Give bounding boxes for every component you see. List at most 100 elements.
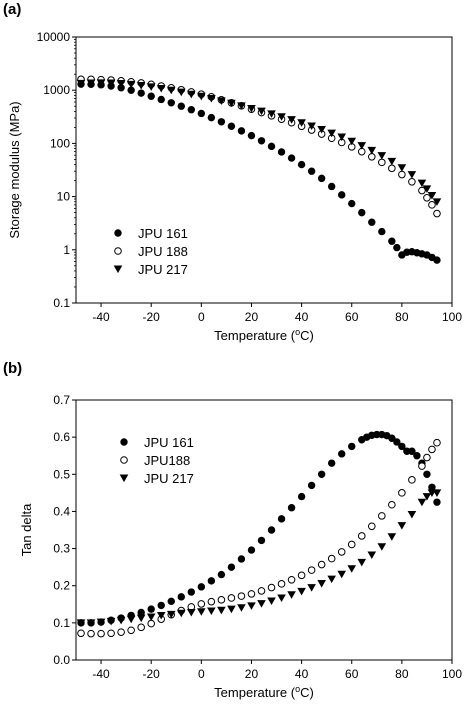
series-jpu188-point (408, 476, 416, 484)
x-tick-label: 60 (345, 310, 359, 324)
series-jpu-217-point (187, 609, 196, 617)
legend-label-series-jpu-161: JPU 161 (144, 435, 194, 450)
series-jpu-161-point (237, 555, 246, 563)
series-jpu-161-point (257, 137, 266, 145)
series-jpu-217-point (267, 597, 276, 606)
panel-a-label: (a) (3, 1, 22, 18)
series-jpu-161-point (433, 498, 441, 506)
series-jpu-217-point (357, 142, 367, 150)
series-jpu-217-point (116, 79, 126, 88)
series-jpu-161-point (247, 131, 256, 140)
x-tick-label: 20 (245, 310, 259, 324)
series-jpu-161-point (287, 154, 296, 162)
series-jpu188-point (367, 522, 376, 531)
x-axis-label: Temperature (oC) (214, 327, 314, 343)
series-jpu-217-point (422, 185, 432, 193)
series-jpu-161-point (277, 148, 286, 156)
series-jpu-217-point (166, 86, 176, 95)
x-tick-label: 40 (295, 310, 309, 324)
series-jpu188-point (77, 629, 85, 638)
series-jpu-161-point (187, 588, 196, 596)
series-jpu-161-point (217, 118, 226, 126)
series-jpu-217-point (187, 90, 196, 99)
series-jpu188-point (398, 489, 406, 497)
series-jpu-217-point (297, 119, 306, 127)
series-jpu188-point (247, 590, 256, 598)
series-jpu-161-point (338, 450, 346, 458)
x-tick-label: 0 (198, 667, 205, 681)
plot-frame (75, 36, 453, 304)
legend-label-series-jpu-217: JPU 217 (144, 471, 194, 486)
series-jpu-217-point (237, 604, 246, 612)
series-jpu-217-point (146, 83, 156, 91)
x-tick-label: 60 (345, 667, 359, 681)
series-jpu-161-point (378, 227, 386, 236)
series-jpu-161-point (227, 563, 236, 571)
series-jpu-161-point (388, 237, 396, 245)
x-tick-label: -20 (143, 310, 161, 324)
y-tick-label: 1 (63, 243, 70, 257)
series-jpu188-point (357, 532, 366, 540)
series-jpu-217-point (377, 543, 387, 551)
series-jpu-217-point (307, 584, 316, 592)
series-jpu-217-point (417, 179, 427, 188)
series-jpu188-point (307, 566, 316, 574)
series-jpu-161-point (137, 608, 145, 617)
series-jpu-217-point (337, 133, 347, 142)
y-tick-label: 0.2 (53, 579, 70, 593)
series-jpu-161-point (177, 102, 185, 110)
series-jpu-217-point (146, 613, 156, 621)
panel-b-label: (b) (3, 360, 23, 377)
x-tick-label: 20 (245, 667, 259, 681)
series-jpu-217-point (297, 587, 306, 596)
series-jpu188-point (347, 540, 356, 549)
series-jpu-217-point (417, 498, 427, 507)
series-jpu-217-point (337, 570, 347, 579)
y-axis-label: Tan delta (19, 503, 34, 557)
series-jpu188-point (287, 575, 296, 584)
series-jpu-161-point (327, 182, 336, 191)
series-jpu-161-point (207, 577, 216, 585)
series-jpu-217-point (317, 580, 326, 588)
series-jpu-217-point (327, 129, 336, 138)
series-jpu-161-point (433, 256, 441, 264)
series-jpu-161-point (247, 546, 256, 554)
series-jpu188-point (388, 500, 396, 509)
x-tick-label: 80 (395, 667, 409, 681)
series-jpu-217-point (287, 116, 296, 124)
series-jpu-161-point (408, 447, 416, 455)
series-jpu-217-point (176, 609, 186, 618)
legend-marker-series-jpu-188 (114, 247, 122, 255)
series-jpu-161-point (257, 536, 266, 545)
series-jpu-217-point (387, 157, 397, 166)
series-jpu-217-point (367, 146, 377, 155)
series-jpu-217-point (327, 575, 336, 584)
series-jpu-217-point (86, 619, 96, 627)
series-jpu-217-point (257, 600, 266, 608)
y-tick-label: 10 (57, 190, 71, 204)
series-jpu188-point (147, 619, 155, 628)
tan-delta-chart: -40 -20 0 20 40 60 80 100 0.0 0.1 0.2 0.3 0.4 0.5 0.6 0… (19, 393, 462, 700)
series-jpu-161-point (317, 470, 326, 478)
series-jpu-188-point (388, 164, 396, 173)
series-jpu-217-point (136, 614, 146, 623)
x-tick-label: -20 (143, 667, 161, 681)
series-jpu-161-point (327, 459, 336, 467)
series-jpu188-point (137, 623, 145, 632)
legend-marker-series-jpu-161 (114, 229, 122, 237)
series-jpu-217-point (267, 110, 276, 118)
series-jpu-161-point (338, 191, 346, 199)
series-jpu-217-point (347, 565, 357, 573)
series-jpu-188-point (428, 201, 436, 209)
series-jpu-161-point (157, 601, 165, 610)
series-jpu-188-point (408, 177, 416, 186)
series-jpu-161-point (267, 526, 276, 534)
series-jpu-188-point (433, 209, 441, 218)
series-jpu-217-point (217, 606, 226, 615)
series-jpu188-point (207, 597, 216, 606)
series-jpu188-point (117, 628, 125, 636)
series-jpu-161-point (227, 122, 236, 130)
series-jpu-161-point (428, 483, 436, 491)
y-tick-label: 0.1 (53, 616, 70, 630)
series-jpu188-point (267, 583, 276, 592)
